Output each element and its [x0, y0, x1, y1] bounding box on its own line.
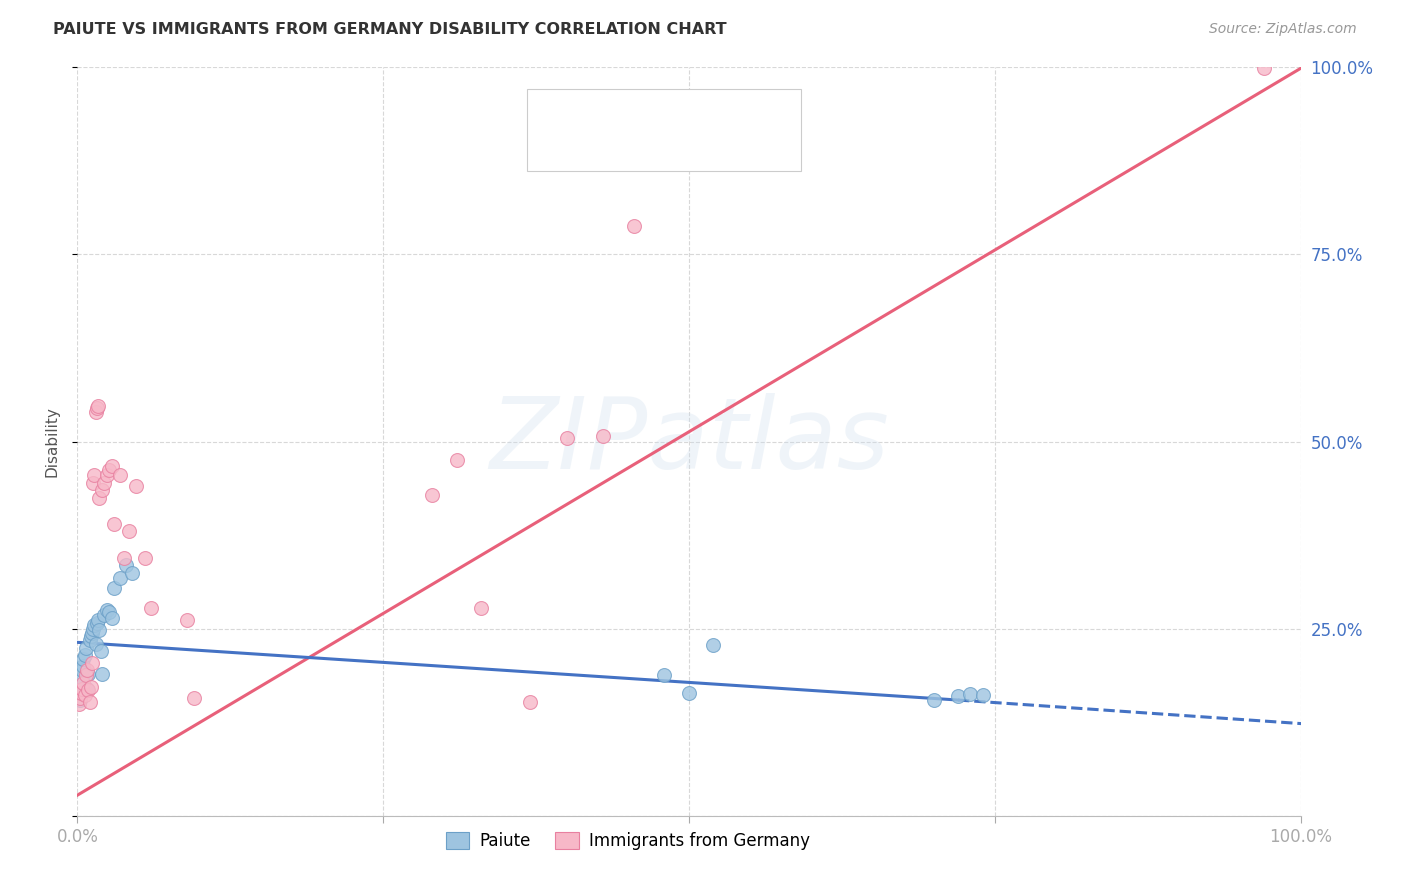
Point	[75, 640, 97, 655]
Y-axis label: Disability: Disability	[44, 406, 59, 477]
Point	[139, 600, 162, 615]
Point	[70, 681, 93, 696]
Point	[470, 600, 492, 615]
Point	[623, 219, 645, 233]
Point	[592, 428, 614, 442]
Point	[519, 695, 541, 709]
Point	[108, 571, 131, 585]
Point	[70, 671, 93, 685]
Text: R =: R =	[579, 136, 617, 154]
Point	[134, 550, 156, 565]
Point	[112, 550, 135, 565]
Text: N =: N =	[688, 136, 728, 154]
Point	[90, 666, 112, 681]
Point	[702, 638, 724, 652]
Text: R =: R =	[579, 109, 617, 127]
Point	[678, 685, 700, 699]
Text: 37: 37	[728, 109, 754, 127]
Point	[75, 668, 97, 682]
Point	[972, 688, 994, 702]
Point	[89, 624, 111, 638]
Point	[89, 491, 111, 505]
Point	[96, 603, 118, 617]
Point	[87, 613, 110, 627]
Point	[69, 690, 91, 705]
Point	[77, 666, 100, 681]
Point	[420, 488, 443, 502]
Point	[118, 524, 141, 539]
Point	[103, 581, 125, 595]
Point	[96, 468, 118, 483]
Point	[69, 693, 91, 707]
Point	[86, 401, 108, 415]
Point	[67, 697, 90, 711]
Point	[86, 615, 108, 630]
Point	[1253, 62, 1275, 76]
Text: Source: ZipAtlas.com: Source: ZipAtlas.com	[1209, 22, 1357, 37]
Point	[82, 475, 104, 490]
Point	[90, 483, 112, 498]
Point	[108, 468, 131, 483]
Point	[84, 404, 107, 418]
Point	[79, 633, 101, 648]
Point	[70, 663, 93, 677]
FancyBboxPatch shape	[548, 112, 569, 125]
Point	[446, 453, 468, 467]
Point	[946, 690, 969, 704]
Point	[87, 399, 110, 413]
Point	[73, 648, 96, 662]
Point	[98, 606, 121, 620]
Point	[922, 693, 945, 707]
Point	[72, 675, 94, 690]
Point	[80, 625, 103, 640]
Point	[76, 681, 98, 696]
Point	[959, 687, 981, 701]
Text: ZIPatlas: ZIPatlas	[489, 393, 889, 490]
Point	[80, 629, 103, 643]
Point	[654, 668, 676, 682]
FancyBboxPatch shape	[548, 139, 569, 153]
Point	[183, 690, 205, 705]
Point	[70, 685, 93, 699]
Text: N =: N =	[688, 109, 728, 127]
Point	[72, 659, 94, 673]
Point	[555, 431, 578, 445]
Point	[93, 475, 115, 490]
Text: PAIUTE VS IMMIGRANTS FROM GERMANY DISABILITY CORRELATION CHART: PAIUTE VS IMMIGRANTS FROM GERMANY DISABI…	[53, 22, 727, 37]
Point	[83, 468, 105, 483]
Point	[100, 610, 122, 624]
Point	[77, 683, 100, 698]
Point	[80, 681, 103, 695]
Point	[83, 618, 105, 632]
Point	[176, 613, 198, 627]
Text: 0.821: 0.821	[619, 136, 676, 154]
Point	[73, 688, 96, 702]
Point	[72, 652, 94, 666]
Point	[84, 637, 107, 651]
Legend: Paiute, Immigrants from Germany: Paiute, Immigrants from Germany	[439, 825, 817, 856]
Point	[98, 463, 121, 477]
Point	[70, 685, 93, 699]
Point	[79, 695, 101, 709]
Point	[67, 690, 90, 704]
Point	[121, 566, 143, 580]
Point	[90, 644, 112, 658]
Point	[76, 663, 98, 677]
Point	[100, 458, 122, 473]
Text: -0.262: -0.262	[619, 109, 683, 127]
Point	[82, 622, 104, 636]
Point	[115, 558, 138, 573]
Point	[125, 479, 148, 493]
Text: 40: 40	[728, 136, 754, 154]
Point	[103, 516, 125, 531]
Point	[80, 656, 103, 670]
Point	[93, 608, 115, 623]
